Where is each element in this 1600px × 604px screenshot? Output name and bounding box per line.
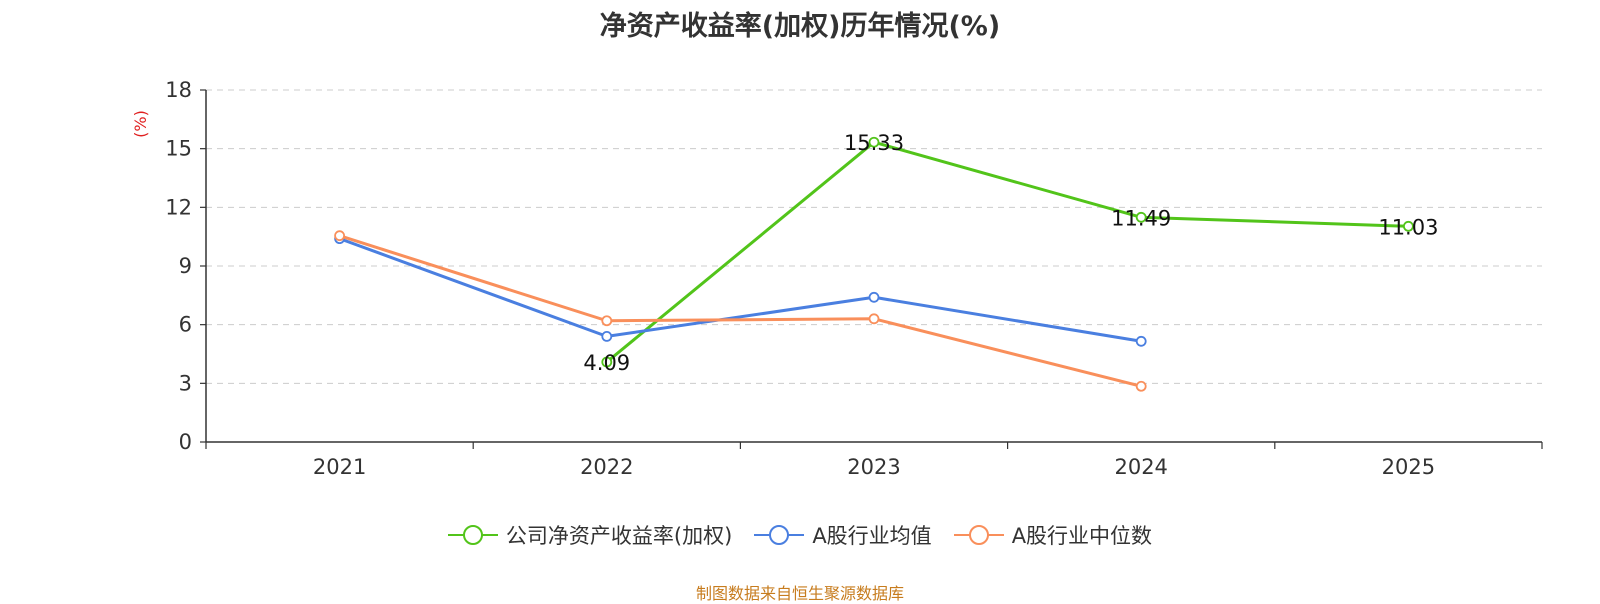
data-point[interactable] <box>868 291 880 303</box>
data-point[interactable] <box>868 313 880 325</box>
legend-label: A股行业均值 <box>812 524 932 548</box>
axis-layer: 0 3 6 9 12 15 18 2021 2022 2023 2024 2025 <box>165 78 1543 479</box>
source-note: 制图数据来自恒生聚源数据库 <box>695 584 904 603</box>
x-tick-label: 2022 <box>580 455 633 479</box>
y-tick-label: 18 <box>165 78 192 102</box>
x-tick-label: 2021 <box>313 455 366 479</box>
x-tick-label: 2024 <box>1114 455 1167 479</box>
data-label: 4.09 <box>583 351 630 375</box>
series-layer <box>334 136 1414 392</box>
y-tick-label: 15 <box>165 137 192 161</box>
chart-title: 净资产收益率(加权)历年情况(%) <box>599 11 1001 42</box>
x-tick-label: 2025 <box>1382 455 1435 479</box>
y-tick-label: 0 <box>179 430 192 454</box>
data-point[interactable] <box>1135 335 1147 347</box>
y-tick-label: 6 <box>179 313 192 337</box>
series-line <box>339 237 1142 343</box>
data-point[interactable] <box>868 136 880 148</box>
data-label: 11.03 <box>1378 215 1438 239</box>
legend: 公司净资产收益率(加权) A股行业均值 A股行业中位数 <box>0 520 1600 550</box>
data-point[interactable] <box>601 315 613 327</box>
label-layer: 4.09 15.33 11.49 11.03 <box>583 131 1438 375</box>
data-point[interactable] <box>601 330 613 342</box>
data-label: 11.49 <box>1111 206 1171 230</box>
legend-marker-icon <box>953 525 1004 545</box>
y-tick-label: 12 <box>165 195 192 219</box>
legend-marker-icon <box>754 525 805 545</box>
legend-marker-icon <box>447 525 498 545</box>
data-point[interactable] <box>334 230 346 242</box>
data-point[interactable] <box>1135 380 1147 392</box>
data-point[interactable] <box>1135 211 1147 223</box>
data-point[interactable] <box>1403 220 1414 232</box>
data-point[interactable] <box>601 356 613 368</box>
y-tick-label: 3 <box>179 371 192 395</box>
series-line <box>339 234 1142 388</box>
y-axis-label: (%) <box>131 110 150 138</box>
legend-item[interactable]: 公司净资产收益率(加权) <box>447 520 733 550</box>
grid-layer <box>206 89 1542 384</box>
legend-label: 公司净资产收益率(加权) <box>505 524 733 548</box>
legend-item[interactable]: A股行业中位数 <box>953 520 1153 550</box>
series-line <box>605 140 1409 364</box>
x-tick-label: 2023 <box>847 455 900 479</box>
legend-label: A股行业中位数 <box>1011 524 1153 548</box>
y-tick-label: 9 <box>179 254 192 278</box>
data-label: 15.33 <box>844 131 904 155</box>
legend-item[interactable]: A股行业均值 <box>754 520 932 550</box>
